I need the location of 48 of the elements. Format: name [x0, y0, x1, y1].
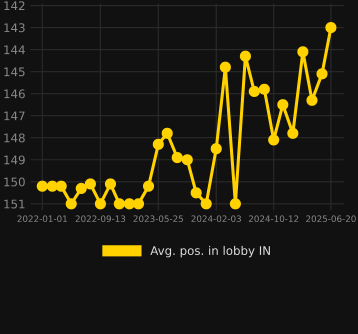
point	[84, 178, 96, 190]
y-tick-label: 147	[4, 112, 25, 120]
point	[66, 198, 77, 210]
x-tick-label: 2024-10-12	[248, 215, 298, 222]
point	[316, 68, 328, 80]
point	[325, 22, 336, 34]
x-tick-label: 2024-02-03	[191, 215, 241, 222]
point	[172, 152, 183, 164]
y-tick-label: 146	[4, 89, 25, 98]
point	[258, 84, 270, 95]
point	[240, 50, 251, 62]
y-tick-label: 149	[4, 155, 25, 164]
point	[46, 180, 58, 192]
legend-label: Avg. pos. in lobby IN	[150, 246, 270, 258]
y-tick-label: 148	[4, 133, 25, 142]
point	[56, 180, 67, 192]
point	[297, 46, 308, 58]
point	[200, 198, 212, 210]
x-tick-label: 2023-05-25	[134, 215, 183, 222]
y-tick-label: 150	[4, 178, 25, 186]
point	[142, 180, 154, 192]
point	[94, 198, 106, 210]
x-tick-label: 2022-09-13	[76, 215, 126, 222]
point	[220, 62, 231, 73]
point	[306, 94, 318, 106]
point	[287, 128, 298, 139]
point	[190, 187, 202, 198]
point	[230, 198, 241, 210]
point	[152, 138, 164, 150]
point	[268, 134, 280, 146]
y-tick-label: 142	[4, 1, 24, 10]
y-tick-label: 143	[4, 23, 25, 32]
point	[104, 178, 116, 190]
y-tick-label: 151	[4, 200, 24, 208]
y-tick-label: 145	[4, 68, 25, 76]
point	[248, 86, 260, 98]
x-tick-label: 2022-01-01	[18, 215, 67, 222]
point	[277, 99, 288, 110]
x-tick-label: 2025-06-20	[306, 215, 356, 222]
y-tick-label: 144	[4, 45, 25, 54]
point	[114, 198, 125, 210]
point	[124, 198, 135, 210]
point	[36, 180, 48, 192]
point	[132, 198, 144, 210]
point	[162, 128, 173, 139]
point	[182, 154, 193, 166]
point	[210, 143, 222, 154]
point	[76, 182, 87, 194]
